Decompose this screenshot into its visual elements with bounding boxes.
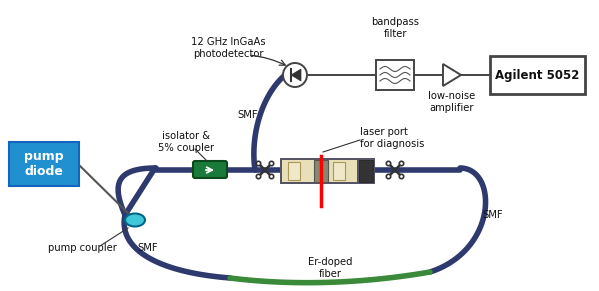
- FancyBboxPatch shape: [333, 162, 345, 180]
- Text: Agilent 5052: Agilent 5052: [495, 68, 580, 81]
- Text: SMF: SMF: [138, 243, 158, 253]
- Circle shape: [400, 174, 404, 179]
- FancyBboxPatch shape: [9, 142, 79, 186]
- Circle shape: [270, 161, 274, 166]
- Text: laser port
for diagnosis: laser port for diagnosis: [360, 127, 424, 149]
- Text: SMF: SMF: [483, 210, 503, 220]
- Text: low-noise
amplifier: low-noise amplifier: [428, 91, 476, 113]
- Text: Er-doped
fiber: Er-doped fiber: [308, 257, 352, 279]
- FancyBboxPatch shape: [193, 161, 227, 178]
- Circle shape: [270, 174, 274, 179]
- Circle shape: [386, 161, 391, 166]
- Circle shape: [256, 161, 261, 166]
- Text: SMF: SMF: [238, 110, 258, 120]
- Circle shape: [256, 174, 261, 179]
- FancyBboxPatch shape: [280, 158, 375, 184]
- Polygon shape: [443, 64, 461, 86]
- Text: bandpass
filter: bandpass filter: [371, 17, 419, 39]
- Text: isolator &
5% coupler: isolator & 5% coupler: [158, 131, 214, 153]
- Circle shape: [400, 161, 404, 166]
- FancyBboxPatch shape: [359, 160, 373, 182]
- Circle shape: [386, 174, 391, 179]
- FancyBboxPatch shape: [314, 160, 328, 182]
- FancyBboxPatch shape: [376, 60, 414, 90]
- Text: pump
diode: pump diode: [24, 150, 64, 178]
- Text: 12 GHz InGaAs
photodetector: 12 GHz InGaAs photodetector: [190, 37, 265, 59]
- FancyBboxPatch shape: [288, 162, 300, 180]
- FancyBboxPatch shape: [282, 160, 357, 182]
- Circle shape: [283, 63, 307, 87]
- FancyBboxPatch shape: [490, 56, 585, 94]
- Text: pump coupler: pump coupler: [47, 243, 116, 253]
- Polygon shape: [291, 69, 301, 81]
- Ellipse shape: [125, 214, 145, 226]
